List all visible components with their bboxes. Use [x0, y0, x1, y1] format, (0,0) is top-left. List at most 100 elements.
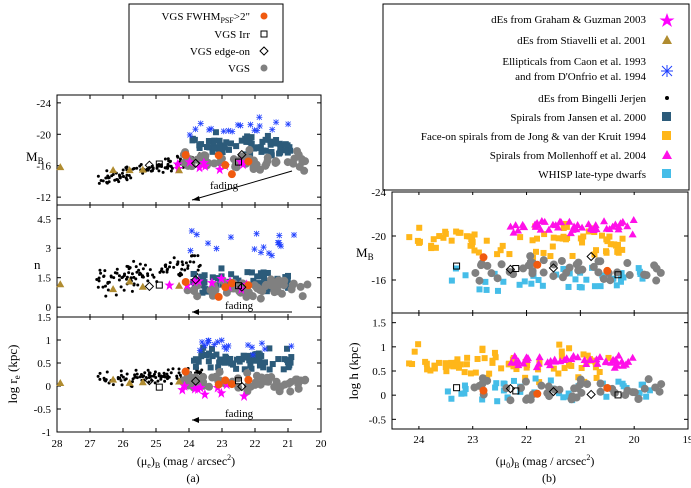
stiavelli-point	[125, 378, 134, 386]
whisp-point	[448, 277, 455, 284]
dejong-point	[436, 233, 443, 240]
whisp-point	[578, 284, 585, 291]
legend-b-label-jansen: Spirals from Jansen et al. 2000	[510, 112, 646, 124]
jansen-point	[216, 359, 223, 366]
dejong-point	[533, 235, 540, 242]
bingelli-point	[175, 374, 179, 378]
bingelli-point	[164, 263, 168, 267]
bingelli-point	[166, 162, 170, 166]
whisp-point	[615, 378, 622, 385]
vgs-point	[557, 256, 566, 265]
legend-a-label-vgs: VGS	[228, 63, 250, 75]
bingelli-point	[198, 263, 202, 267]
caon-point	[269, 126, 276, 133]
jansen-point	[216, 147, 223, 154]
bingelli-point	[138, 262, 142, 266]
dejong-point	[494, 251, 501, 258]
dejong-point	[432, 244, 439, 251]
whisp-point	[517, 388, 524, 395]
caon-point	[225, 127, 232, 134]
dejong-point	[435, 359, 442, 366]
mollenhoff-point	[511, 221, 520, 229]
bingelli-point	[170, 166, 174, 170]
vgs-point	[300, 376, 309, 385]
panel-b-ytick-label: 0	[381, 390, 387, 402]
jansen-point	[202, 286, 209, 293]
vgs-fwhm-point	[214, 151, 223, 160]
whisp-point	[462, 272, 469, 279]
caon-point	[205, 240, 212, 247]
dejong-point	[619, 235, 626, 242]
bingelli-point	[146, 279, 150, 283]
vgs-point	[471, 268, 480, 277]
vgs-point	[656, 268, 665, 277]
jansen-point	[250, 277, 257, 284]
jansen-point	[269, 361, 276, 368]
vgs-point	[565, 263, 574, 272]
vgs-edgeon-point	[237, 381, 247, 392]
panel-b-xtick-label: 24	[413, 434, 425, 446]
jansen-point	[266, 345, 273, 352]
vgs-fwhm-point	[181, 367, 190, 376]
bingelli-point	[130, 272, 134, 276]
bingelli-point	[102, 376, 106, 380]
bingelli-point	[119, 285, 123, 289]
bingelli-point	[154, 376, 158, 380]
vgs-point	[625, 271, 634, 280]
bingelli-point	[138, 375, 142, 379]
panel-a-ytick-label: 1	[46, 335, 52, 347]
bingelli-point	[183, 268, 187, 272]
graham-point	[237, 159, 248, 170]
legend-b-marker-bingelli	[665, 96, 669, 100]
legend-a-label-edgeon: VGS edge-on	[190, 46, 251, 58]
graham-point	[221, 379, 232, 390]
mollenhoff-point	[629, 216, 638, 224]
vgs-point	[613, 268, 622, 277]
jansen-point	[262, 136, 269, 143]
caon-point	[213, 245, 220, 252]
vgs-point	[298, 157, 307, 166]
mollenhoff-point	[523, 354, 532, 362]
jansen-point	[219, 149, 226, 156]
vgs-point	[651, 383, 660, 392]
panel-a-xtick-label: 26	[118, 438, 130, 450]
bingelli-point	[161, 170, 165, 174]
whisp-point	[448, 395, 455, 402]
whisp-point	[476, 286, 483, 293]
bingelli-point	[97, 181, 101, 185]
jansen-point	[284, 357, 291, 364]
bingelli-point	[186, 264, 190, 268]
panel-a-xtick-label: 27	[85, 438, 97, 450]
dejong-point	[430, 236, 437, 243]
graham-point	[206, 277, 217, 288]
jansen-point	[223, 139, 230, 146]
panel-b-ylabel-h: log h (kpc)	[346, 342, 361, 399]
whisp-point	[583, 276, 590, 283]
jansen-point	[244, 269, 251, 276]
dejong-point	[563, 223, 570, 230]
bingelli-point	[200, 368, 204, 372]
bingelli-point	[157, 372, 161, 376]
vgs-point	[572, 260, 581, 269]
vgs-point	[621, 390, 630, 399]
mollenhoff-point	[565, 217, 574, 225]
panel-a-ylabel-mb: MB	[26, 149, 44, 166]
panel-a-ytick-label: 0	[46, 302, 52, 314]
dejong-point	[604, 238, 611, 245]
vgs-point	[506, 396, 515, 405]
dejong-point	[409, 361, 416, 368]
jansen-point	[198, 353, 205, 360]
dejong-point	[481, 355, 488, 362]
jansen-point	[196, 144, 203, 151]
panel-a-ytick-label: -24	[36, 98, 51, 110]
vgs-edgeon-point	[144, 375, 155, 386]
caon-point	[218, 337, 225, 344]
vgs-irr-point	[453, 262, 461, 270]
vgs-fwhm-point	[227, 170, 236, 179]
dejong-point	[431, 365, 438, 372]
bingelli-point	[134, 277, 138, 281]
dejong-point	[457, 361, 464, 368]
caon-point	[220, 128, 227, 135]
whisp-point	[547, 377, 554, 384]
bingelli-point	[172, 265, 176, 269]
